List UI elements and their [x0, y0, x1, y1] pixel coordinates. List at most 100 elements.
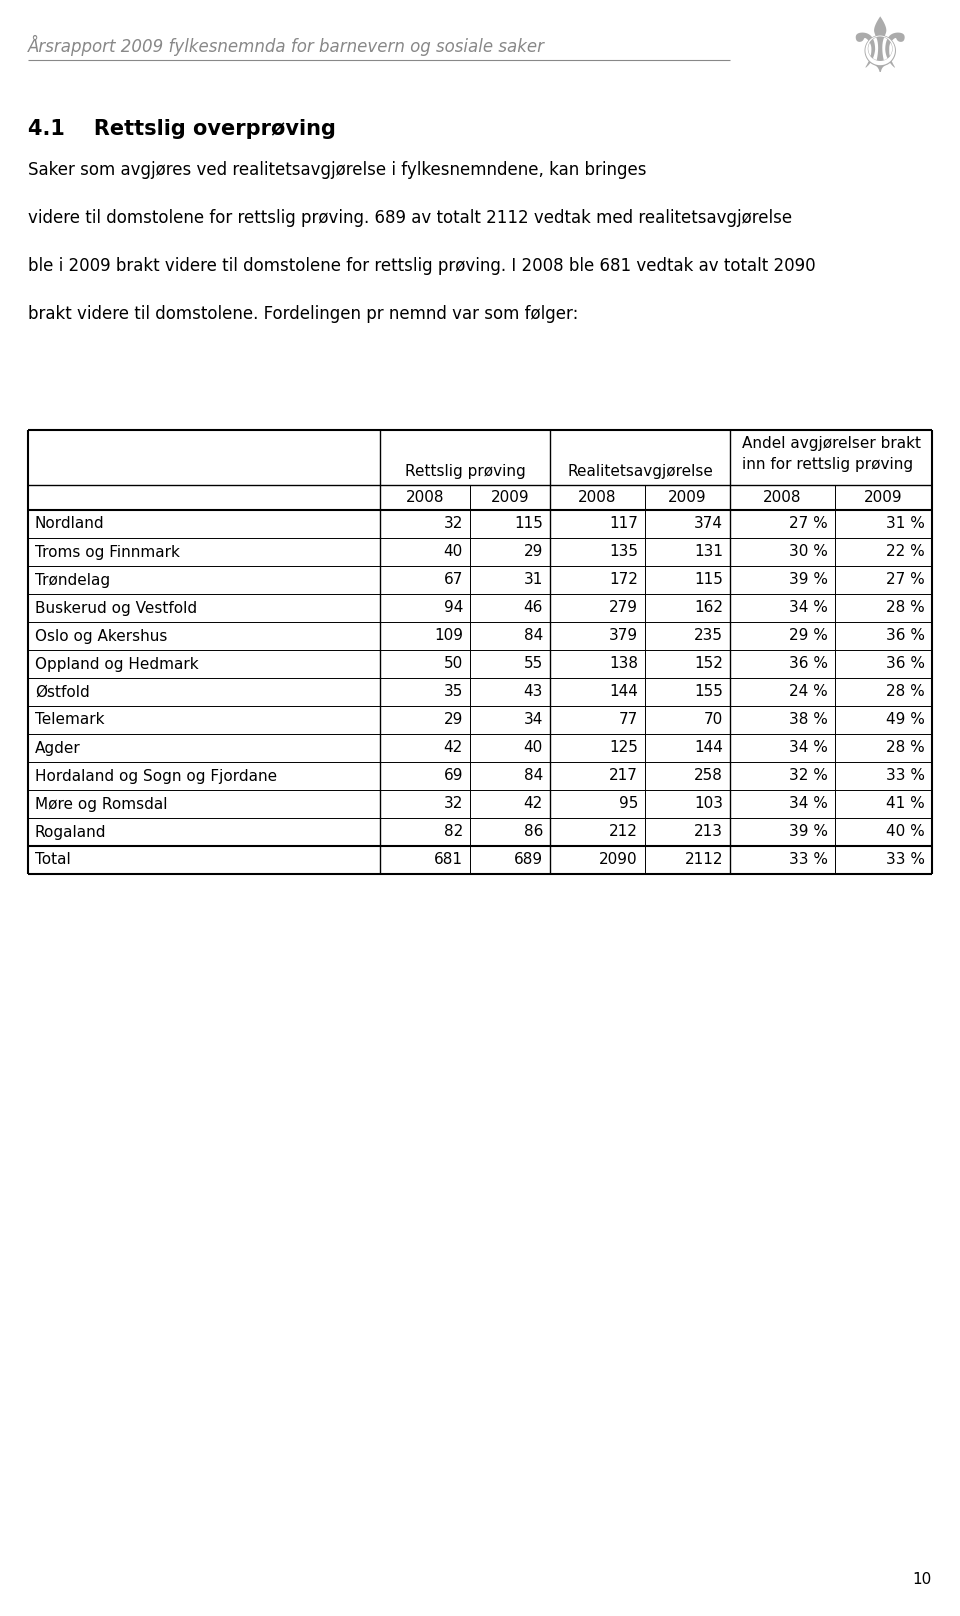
Text: 217: 217 [610, 769, 638, 784]
Text: Rogaland: Rogaland [35, 824, 107, 839]
Text: Realitetsavgjørelse: Realitetsavgjørelse [567, 464, 713, 478]
Text: 39 %: 39 % [789, 572, 828, 588]
Text: 212: 212 [610, 824, 638, 839]
Text: 39 %: 39 % [789, 824, 828, 839]
Text: 2008: 2008 [406, 490, 444, 504]
Text: 55: 55 [524, 656, 543, 672]
Text: Møre og Romsdal: Møre og Romsdal [35, 797, 167, 811]
Text: 40: 40 [524, 740, 543, 756]
Text: 32: 32 [444, 517, 463, 532]
Text: 70: 70 [704, 713, 723, 727]
Text: 138: 138 [609, 656, 638, 672]
Text: 144: 144 [610, 685, 638, 700]
Text: Årsrapport 2009 fylkesnemnda for barnevern og sosiale saker: Årsrapport 2009 fylkesnemnda for barneve… [28, 36, 545, 57]
Text: 2009: 2009 [864, 490, 902, 504]
Text: 279: 279 [609, 601, 638, 616]
Text: 86: 86 [523, 824, 543, 839]
Text: 34 %: 34 % [789, 740, 828, 756]
Text: 27 %: 27 % [886, 572, 925, 588]
Text: 29: 29 [523, 545, 543, 559]
Text: 28 %: 28 % [886, 601, 925, 616]
Text: 22 %: 22 % [886, 545, 925, 559]
Text: Total: Total [35, 853, 71, 868]
Text: 235: 235 [694, 629, 723, 643]
Text: 162: 162 [694, 601, 723, 616]
Text: Oppland og Hedmark: Oppland og Hedmark [35, 656, 199, 672]
Text: 258: 258 [694, 769, 723, 784]
Text: 67: 67 [444, 572, 463, 588]
Text: Trøndelag: Trøndelag [35, 572, 110, 588]
Text: 131: 131 [694, 545, 723, 559]
Text: 95: 95 [618, 797, 638, 811]
Text: 103: 103 [694, 797, 723, 811]
Text: Hordaland og Sogn og Fjordane: Hordaland og Sogn og Fjordane [35, 769, 277, 784]
Text: 28 %: 28 % [886, 685, 925, 700]
Text: 42: 42 [444, 740, 463, 756]
Text: Saker som avgjøres ved realitetsavgjørelse i fylkesnemndene, kan bringes: Saker som avgjøres ved realitetsavgjørel… [28, 162, 646, 179]
Text: 2008: 2008 [763, 490, 802, 504]
Text: Østfold: Østfold [35, 685, 89, 700]
Text: ble i 2009 brakt videre til domstolene for rettslig prøving. I 2008 ble 681 vedt: ble i 2009 brakt videre til domstolene f… [28, 257, 816, 275]
Text: 379: 379 [609, 629, 638, 643]
Text: 34 %: 34 % [789, 797, 828, 811]
Text: 43: 43 [523, 685, 543, 700]
Text: 69: 69 [444, 769, 463, 784]
Text: 36 %: 36 % [886, 656, 925, 672]
Text: 36 %: 36 % [789, 656, 828, 672]
Text: 41 %: 41 % [886, 797, 925, 811]
Text: Andel avgjørelser brakt
inn for rettslig prøving: Andel avgjørelser brakt inn for rettslig… [741, 436, 921, 472]
Text: Oslo og Akershus: Oslo og Akershus [35, 629, 167, 643]
Text: Buskerud og Vestfold: Buskerud og Vestfold [35, 601, 197, 616]
Text: 49 %: 49 % [886, 713, 925, 727]
Text: 681: 681 [434, 853, 463, 868]
Text: 4.1    Rettslig overprøving: 4.1 Rettslig overprøving [28, 120, 336, 139]
Text: 33 %: 33 % [886, 769, 925, 784]
Text: 32 %: 32 % [789, 769, 828, 784]
Text: 374: 374 [694, 517, 723, 532]
Text: 34 %: 34 % [789, 601, 828, 616]
Text: Telemark: Telemark [35, 713, 105, 727]
Text: ⚜: ⚜ [846, 15, 914, 87]
Text: 117: 117 [610, 517, 638, 532]
Text: 40: 40 [444, 545, 463, 559]
Text: 155: 155 [694, 685, 723, 700]
Text: 213: 213 [694, 824, 723, 839]
Text: 172: 172 [610, 572, 638, 588]
Text: 115: 115 [694, 572, 723, 588]
Text: 32: 32 [444, 797, 463, 811]
Text: 2008: 2008 [578, 490, 616, 504]
Text: 144: 144 [694, 740, 723, 756]
Text: 35: 35 [444, 685, 463, 700]
Text: 28 %: 28 % [886, 740, 925, 756]
Text: 24 %: 24 % [789, 685, 828, 700]
Text: 29 %: 29 % [789, 629, 828, 643]
Text: 10: 10 [913, 1572, 932, 1587]
Text: 84: 84 [524, 629, 543, 643]
Text: 30 %: 30 % [789, 545, 828, 559]
Text: Troms og Finnmark: Troms og Finnmark [35, 545, 180, 559]
Text: 2009: 2009 [668, 490, 707, 504]
Text: 34: 34 [523, 713, 543, 727]
Text: 40 %: 40 % [886, 824, 925, 839]
Text: 77: 77 [619, 713, 638, 727]
Text: 27 %: 27 % [789, 517, 828, 532]
Text: 82: 82 [444, 824, 463, 839]
Text: 31: 31 [523, 572, 543, 588]
Text: 84: 84 [524, 769, 543, 784]
Text: 2009: 2009 [491, 490, 529, 504]
Text: 33 %: 33 % [886, 853, 925, 868]
Text: 152: 152 [694, 656, 723, 672]
Text: 38 %: 38 % [789, 713, 828, 727]
Text: 2090: 2090 [599, 853, 638, 868]
Text: 36 %: 36 % [886, 629, 925, 643]
Text: 46: 46 [523, 601, 543, 616]
Text: 125: 125 [610, 740, 638, 756]
Text: Agder: Agder [35, 740, 81, 756]
Text: brakt videre til domstolene. Fordelingen pr nemnd var som følger:: brakt videre til domstolene. Fordelingen… [28, 305, 578, 323]
Text: 135: 135 [609, 545, 638, 559]
Text: 94: 94 [444, 601, 463, 616]
Text: videre til domstolene for rettslig prøving. 689 av totalt 2112 vedtak med realit: videre til domstolene for rettslig prøvi… [28, 208, 792, 226]
Text: 689: 689 [514, 853, 543, 868]
Text: 29: 29 [444, 713, 463, 727]
Text: 33 %: 33 % [789, 853, 828, 868]
